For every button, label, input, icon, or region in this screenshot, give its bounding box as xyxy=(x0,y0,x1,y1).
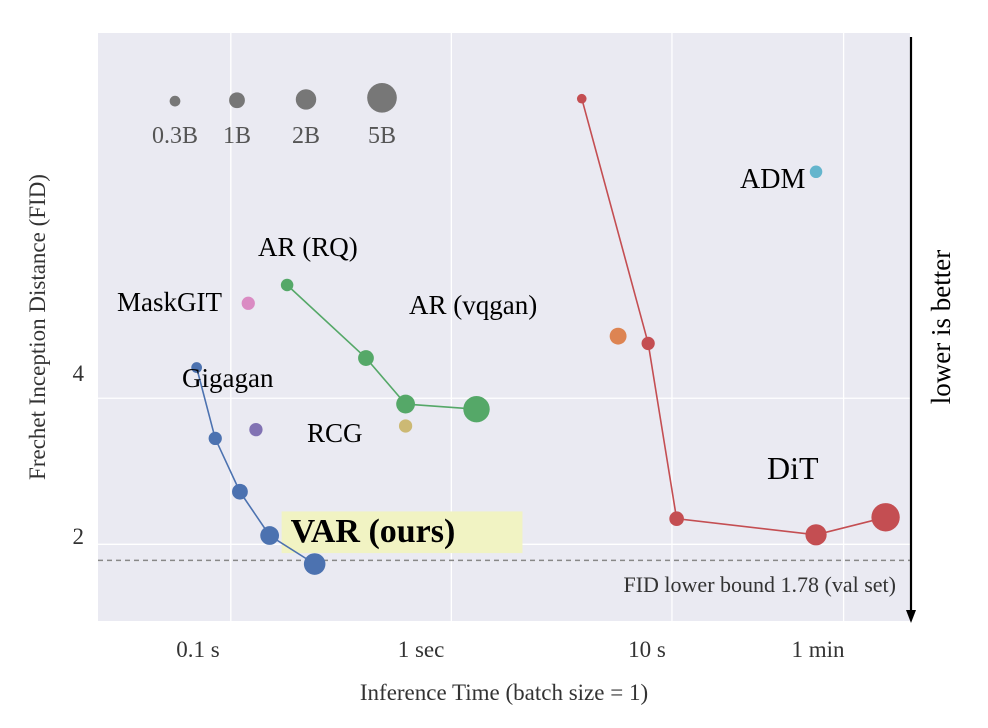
lower-bound-label: FID lower bound 1.78 (val set) xyxy=(623,572,896,597)
size-legend-marker-3 xyxy=(367,82,397,113)
point-ar-rq-3 xyxy=(463,395,490,423)
point-var-ours-0 xyxy=(191,362,203,373)
point-var-ours-2 xyxy=(232,483,248,500)
y-axis-label: Frechet Inception Distance (FID) xyxy=(25,174,50,480)
grid xyxy=(98,33,910,621)
lower-is-better-arrowhead xyxy=(906,610,916,623)
point-adm-0 xyxy=(809,165,823,179)
point-dit-0 xyxy=(576,93,587,104)
label-maskgit: MaskGIT xyxy=(117,287,222,317)
size-legend-label-2: 2B xyxy=(292,123,320,149)
label-ar-rq: AR (RQ) xyxy=(258,232,358,262)
label-dit: DiT xyxy=(767,450,819,486)
size-legend: 0.3B 1B 2B 5B xyxy=(152,82,397,149)
point-dit-1 xyxy=(641,336,655,351)
point-dit-2 xyxy=(669,511,684,527)
point-ar-rq-1 xyxy=(358,350,374,366)
size-legend-marker-2 xyxy=(295,89,317,110)
var-highlight-box xyxy=(281,511,523,554)
x-tick-label-0: 0.1 s xyxy=(176,637,220,662)
size-legend-marker-0 xyxy=(169,95,181,107)
lower-is-better-label: lower is better xyxy=(926,250,956,404)
label-rcg: RCG xyxy=(307,418,363,448)
point-var-ours-3 xyxy=(260,526,280,545)
point-dit-4 xyxy=(871,503,900,532)
size-legend-marker-1 xyxy=(229,92,245,109)
point-rcg-0 xyxy=(398,419,413,433)
point-maskgit-0 xyxy=(241,296,255,310)
label-ar-vqgan: AR (vqgan) xyxy=(409,290,537,320)
point-dit-3 xyxy=(805,524,827,546)
y-tick-label-0: 2 xyxy=(73,524,85,549)
x-tick-label-2: 10 s xyxy=(628,637,666,662)
size-legend-label-1: 1B xyxy=(223,123,251,149)
series-line-ar-rq xyxy=(286,284,477,410)
point-var-ours-1 xyxy=(208,431,222,446)
point-gigagan-0 xyxy=(249,422,263,437)
label-var: VAR (ours) xyxy=(291,513,456,550)
size-legend-label-3: 5B xyxy=(368,123,396,149)
y-tick-label-1: 4 xyxy=(73,361,85,386)
x-tick-label-1: 1 sec xyxy=(398,637,445,662)
label-gigagan: Gigagan xyxy=(182,363,274,393)
point-var-ours-4 xyxy=(303,553,326,575)
label-adm: ADM xyxy=(740,164,805,195)
point-ar-vqgan-0 xyxy=(609,327,627,345)
point-ar-rq-2 xyxy=(396,394,415,414)
size-legend-label-0: 0.3B xyxy=(152,123,198,149)
series-layer xyxy=(191,93,900,575)
point-ar-rq-0 xyxy=(280,278,294,292)
x-tick-label-3: 1 min xyxy=(791,637,845,662)
x-axis-label: Inference Time (batch size = 1) xyxy=(360,680,648,705)
